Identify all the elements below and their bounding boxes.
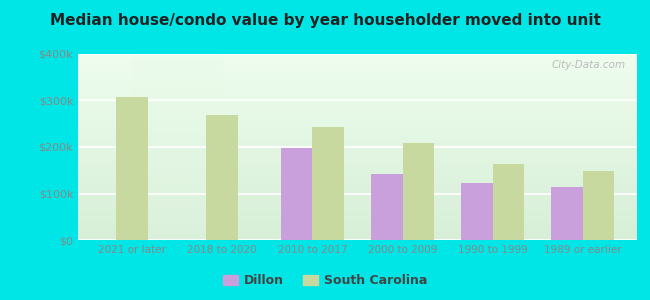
Bar [402,143,434,240]
Bar [583,171,614,240]
Bar [207,116,238,240]
Bar [116,97,148,240]
Bar [493,164,525,240]
Bar [493,164,525,240]
Bar [402,143,434,240]
Bar [281,148,313,240]
Text: Median house/condo value by year householder moved into unit: Median house/condo value by year househo… [49,14,601,28]
Legend: Dillon, South Carolina: Dillon, South Carolina [218,269,432,292]
Bar [583,171,614,240]
Bar [116,97,148,240]
Bar [551,188,583,240]
Bar [462,183,493,240]
Bar [281,148,313,240]
Text: City-Data.com: City-Data.com [552,60,626,70]
Bar [551,188,583,240]
Bar [462,183,493,240]
Bar [313,128,344,240]
Bar [371,174,402,240]
Bar [313,128,344,240]
Bar [207,116,238,240]
Bar [371,174,402,240]
